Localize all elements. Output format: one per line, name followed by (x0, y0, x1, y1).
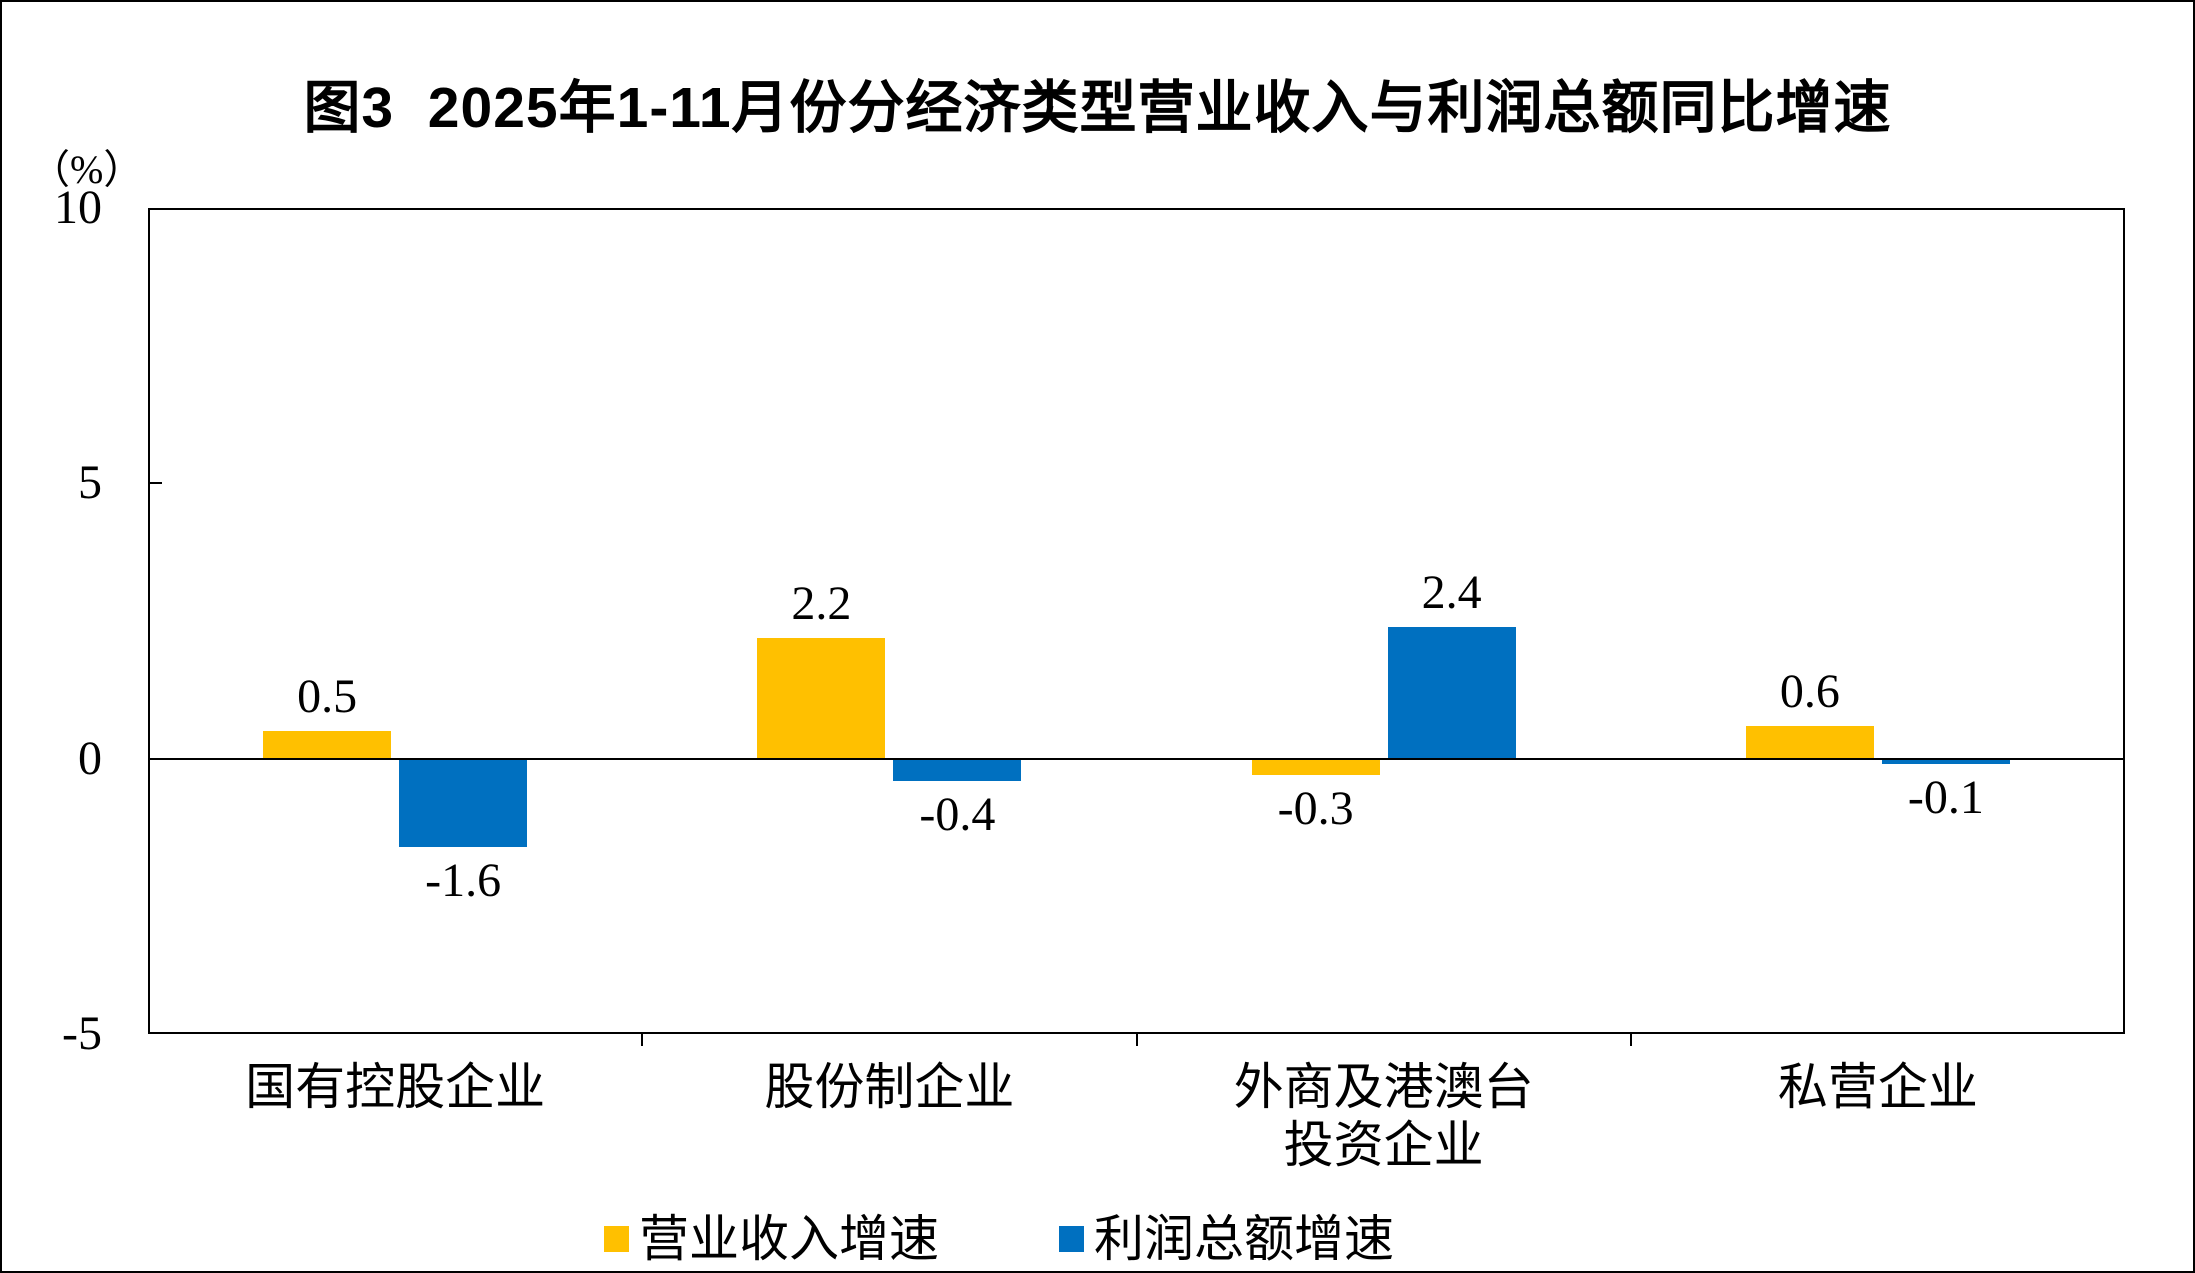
legend-item: 利润总额增速 (1059, 1210, 1394, 1268)
x-tick-mark (641, 1032, 644, 1046)
y-axis-unit-label: （%） (30, 147, 144, 192)
plot-area (148, 208, 2125, 1034)
category-label: 私营企业 (1777, 1059, 1978, 1115)
bar (1745, 725, 1874, 759)
legend: 营业收入增速 利润总额增速 (604, 1210, 1394, 1268)
y-tick-label: 0 (78, 731, 102, 785)
category-label: 国有控股企业 (245, 1059, 546, 1115)
bar-value-label: -0.4 (919, 787, 996, 841)
legend-swatch (1059, 1226, 1084, 1252)
bar (757, 637, 886, 759)
bar-value-label: 2.4 (1421, 565, 1482, 619)
bar (893, 758, 1022, 781)
bar-value-label: 0.6 (1779, 664, 1840, 718)
bar (399, 758, 528, 847)
bar (1251, 758, 1380, 776)
category-label: 股份制企业 (764, 1059, 1015, 1115)
chart-title: 图3 2025年1-11月份分经济类型营业收入与利润总额同比增速 (303, 76, 1892, 140)
bar-value-label: 2.2 (791, 576, 852, 630)
legend-item: 营业收入增速 (604, 1210, 939, 1268)
bar (1881, 758, 2010, 765)
zero-axis-line (148, 757, 2125, 760)
x-tick-mark (1135, 1032, 1138, 1046)
bar-value-label: -0.1 (1907, 771, 1984, 825)
bar-value-label: 0.5 (297, 670, 358, 724)
y-tick-label: 10 (54, 181, 102, 234)
bar-value-label: -0.3 (1277, 782, 1354, 836)
bar-value-label: -1.6 (425, 853, 502, 907)
category-label: 外商及港澳台 投资企业 (1233, 1059, 1534, 1173)
legend-swatch (604, 1226, 629, 1252)
x-tick-mark (1629, 1032, 1632, 1046)
bar (1387, 626, 1516, 759)
y-tick-label: -5 (62, 1007, 102, 1060)
legend-label: 营业收入增速 (639, 1211, 939, 1267)
bar (263, 731, 392, 759)
legend-label: 利润总额增速 (1094, 1211, 1394, 1267)
y-tick-mark (148, 482, 162, 485)
y-tick-label: 5 (78, 456, 102, 510)
